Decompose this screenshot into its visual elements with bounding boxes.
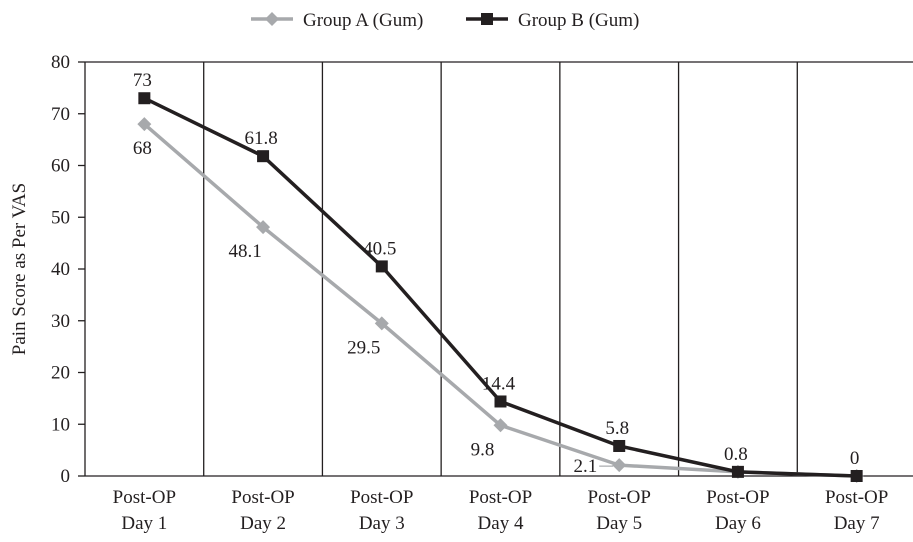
data-label: 61.8	[244, 128, 277, 149]
y-tick-label: 80	[51, 52, 70, 73]
legend-label: Group B (Gum)	[518, 10, 639, 31]
y-tick-label: 60	[51, 156, 70, 177]
diamond-marker	[493, 418, 508, 433]
data-label: 2.1	[573, 456, 597, 477]
diamond-marker	[612, 458, 627, 473]
x-tick-label-line: Day 1	[121, 513, 167, 534]
x-tick-label-line: Day 5	[596, 513, 642, 534]
diamond-marker	[265, 12, 279, 26]
data-label: 29.5	[347, 337, 380, 358]
x-tick-label-line: Post-OP	[825, 487, 888, 508]
y-tick-label: 20	[51, 363, 70, 384]
square-marker	[138, 92, 151, 105]
x-tick-label-line: Post-OP	[469, 487, 532, 508]
x-tick-label-line: Day 4	[478, 513, 524, 534]
data-label: 0.8	[724, 444, 748, 465]
x-tick-label: Post-OP Day 4	[469, 487, 532, 534]
legend-item-group-a: Group A (Gum)	[251, 10, 423, 31]
data-label: 73	[133, 70, 152, 91]
x-tick-label-line: Day 2	[240, 513, 286, 534]
square-marker	[494, 395, 507, 408]
square-marker	[481, 13, 493, 25]
y-axis: 0 10 20 30 40 50 60 70 80	[51, 52, 86, 487]
legend: Group A (Gum) Group B (Gum)	[251, 10, 639, 31]
x-tick-label: Post-OP Day 6	[706, 487, 769, 534]
data-label: 68	[133, 138, 152, 159]
data-label: 14.4	[482, 373, 516, 394]
square-marker	[375, 260, 388, 273]
x-tick-label: Post-OP Day 7	[825, 487, 888, 534]
data-label: 40.5	[363, 238, 396, 259]
x-tick-label: Post-OP Day 2	[231, 487, 294, 534]
x-tick-label-line: Post-OP	[350, 487, 413, 508]
y-tick-label: 50	[51, 207, 70, 228]
data-label: 5.8	[605, 418, 629, 439]
x-tick-label-line: Day 3	[359, 513, 405, 534]
square-marker	[731, 465, 744, 478]
square-marker	[850, 470, 863, 482]
x-tick-label-line: Day 6	[715, 513, 761, 534]
x-tick-label-line: Day 7	[834, 513, 880, 534]
diamond-marker	[374, 316, 389, 331]
diamond-marker	[256, 220, 271, 235]
y-tick-label: 70	[51, 104, 70, 125]
x-tick-label-line: Post-OP	[706, 487, 769, 508]
x-tick-label-line: Post-OP	[231, 487, 294, 508]
series-group-b	[138, 92, 863, 482]
data-label: 9.8	[471, 439, 495, 460]
y-tick-label: 40	[51, 259, 70, 280]
series-group-a	[137, 117, 864, 483]
diamond-marker	[137, 117, 152, 132]
x-tick-label-line: Post-OP	[588, 487, 651, 508]
data-label: 0	[850, 448, 860, 469]
data-label: 48.1	[228, 241, 261, 262]
square-marker	[613, 439, 626, 452]
x-tick-label-line: Post-OP	[113, 487, 176, 508]
y-tick-label: 0	[61, 466, 71, 487]
y-tick-label: 10	[51, 414, 70, 435]
x-tick-label: Post-OP Day 3	[350, 487, 413, 534]
x-tick-label: Post-OP Day 5	[588, 487, 651, 534]
data-labels: 73 61.8 40.5 14.4 5.8 0.8 0 68 48.1 29.5 9.8 2.1	[133, 70, 860, 477]
square-marker	[257, 150, 270, 163]
series-layer	[137, 92, 864, 483]
legend-item-group-b: Group B (Gum)	[466, 10, 639, 31]
y-axis-title: Pain Score as Per VAS	[9, 183, 30, 355]
legend-label: Group A (Gum)	[303, 10, 423, 31]
x-tick-label: Post-OP Day 1	[113, 487, 176, 534]
grid-lines	[85, 61, 913, 476]
y-tick-label: 30	[51, 311, 70, 332]
